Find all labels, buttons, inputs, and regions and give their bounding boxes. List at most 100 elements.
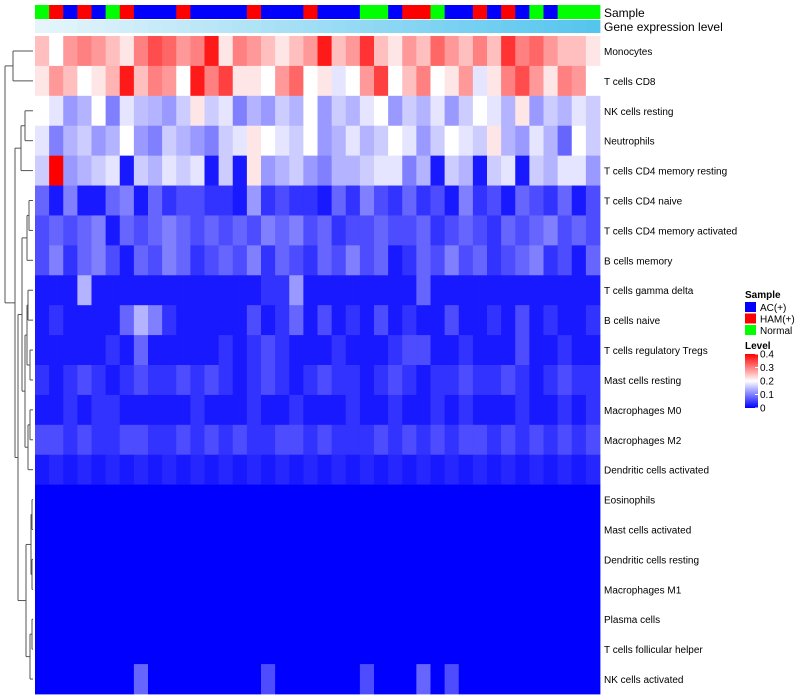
- heatmap-cell: [289, 245, 304, 276]
- expression-annotation-cell: [162, 20, 177, 33]
- heatmap-cell: [487, 245, 502, 276]
- heatmap-cell: [176, 155, 191, 186]
- heatmap-cell: [133, 634, 149, 665]
- heatmap-cell: [487, 275, 502, 306]
- heatmap-cell: [585, 275, 601, 306]
- heatmap-cell: [303, 424, 318, 456]
- heatmap-cell: [557, 484, 573, 515]
- heatmap-cell: [63, 365, 78, 396]
- heatmap-cell: [374, 275, 389, 306]
- heatmap-cell: [345, 634, 361, 665]
- heatmap-cell: [148, 394, 163, 426]
- legend-tick-label: 0.2: [760, 377, 774, 388]
- heatmap-cell: [529, 335, 544, 366]
- heatmap-cell: [63, 604, 78, 635]
- heatmap-cell: [402, 125, 417, 157]
- level-colorbar: [745, 354, 758, 408]
- heatmap-cell: [571, 484, 587, 515]
- heatmap-cell: [430, 664, 446, 695]
- heatmap-cell: [77, 634, 92, 665]
- heatmap-cell: [388, 245, 403, 276]
- heatmap-cell: [105, 125, 121, 157]
- heatmap-cell: [63, 36, 78, 67]
- heatmap-cell: [501, 185, 516, 216]
- heatmap-cell: [472, 664, 488, 695]
- heatmap-cell: [515, 454, 530, 486]
- row-label: Macrophages M2: [604, 436, 682, 447]
- heatmap-cell: [119, 634, 135, 665]
- heatmap-cell: [501, 664, 516, 695]
- heatmap-cell: [430, 125, 446, 157]
- heatmap-cell: [119, 604, 135, 635]
- heatmap-cell: [402, 574, 417, 605]
- heatmap-cell: [63, 335, 78, 366]
- heatmap-cell: [585, 305, 601, 336]
- heatmap-cell: [190, 215, 205, 246]
- heatmap-cell: [289, 484, 304, 515]
- heatmap-cell: [105, 394, 121, 426]
- expression-annotation-cell: [374, 20, 389, 33]
- heatmap-cell: [402, 365, 417, 396]
- heatmap-cell: [218, 185, 234, 216]
- heatmap-cell: [91, 604, 107, 635]
- heatmap-cell: [246, 215, 262, 246]
- heatmap-cell: [246, 95, 262, 127]
- heatmap-cell: [472, 574, 488, 605]
- heatmap-cell: [487, 664, 502, 695]
- row-label: NK cells activated: [604, 675, 683, 686]
- expression-annotation-cell: [557, 20, 573, 33]
- heatmap-cell: [444, 394, 460, 426]
- heatmap-cell: [585, 335, 601, 366]
- heatmap-cell: [529, 484, 544, 515]
- heatmap-cell: [162, 604, 177, 635]
- heatmap-cell: [35, 424, 50, 456]
- heatmap-cell: [430, 215, 446, 246]
- heatmap-cell: [303, 335, 318, 366]
- heatmap-cell: [77, 185, 92, 216]
- heatmap-cell: [388, 604, 403, 635]
- heatmap-cell: [176, 394, 191, 426]
- heatmap-cell: [275, 424, 290, 456]
- heatmap-cell: [359, 634, 375, 665]
- heatmap-cell: [261, 95, 276, 127]
- heatmap-cell: [402, 544, 417, 575]
- heatmap-cell: [345, 185, 361, 216]
- heatmap-cell: [261, 574, 276, 605]
- heatmap-cell: [331, 125, 347, 157]
- expression-annotation-cell: [176, 20, 191, 33]
- heatmap-cell: [49, 305, 64, 336]
- heatmap-cell: [246, 275, 262, 306]
- heatmap-cell: [402, 394, 417, 426]
- heatmap-cell: [487, 514, 502, 545]
- heatmap-cell: [63, 394, 78, 426]
- heatmap-cell: [119, 125, 135, 157]
- heatmap-cell: [501, 544, 516, 575]
- heatmap-cell: [331, 424, 347, 456]
- heatmap-cell: [77, 394, 92, 426]
- heatmap-cell: [557, 95, 573, 127]
- heatmap-cell: [275, 275, 290, 306]
- heatmap-cell: [557, 215, 573, 246]
- heatmap-cell: [388, 365, 403, 396]
- heatmap-cell: [416, 245, 431, 276]
- heatmap-cell: [246, 155, 262, 186]
- heatmap-cell: [261, 664, 276, 695]
- heatmap-cell: [402, 424, 417, 456]
- heatmap-cell: [275, 574, 290, 605]
- heatmap-cell: [430, 394, 446, 426]
- heatmap-cell: [35, 634, 50, 665]
- heatmap-cell: [359, 335, 375, 366]
- heatmap-cell: [289, 365, 304, 396]
- heatmap-cell: [571, 125, 587, 157]
- heatmap-cell: [444, 95, 460, 127]
- heatmap-cell: [261, 125, 276, 157]
- heatmap-cell: [585, 604, 601, 635]
- sample-annotation-cell: [571, 5, 587, 19]
- heatmap-cell: [458, 36, 474, 67]
- heatmap-cell: [359, 155, 375, 186]
- sample-annotation-cell: [105, 5, 121, 19]
- heatmap-cell: [472, 245, 488, 276]
- heatmap-cell: [162, 424, 177, 456]
- expression-annotation-cell: [218, 20, 234, 33]
- heatmap-cell: [388, 514, 403, 545]
